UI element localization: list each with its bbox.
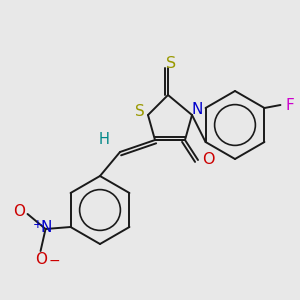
Text: N: N — [41, 220, 52, 235]
Text: O: O — [14, 205, 26, 220]
Text: S: S — [166, 56, 176, 71]
Text: N: N — [191, 103, 203, 118]
Text: +: + — [33, 218, 43, 232]
Text: −: − — [49, 254, 60, 268]
Text: O: O — [202, 152, 214, 167]
Text: S: S — [135, 104, 145, 119]
Text: O: O — [36, 253, 48, 268]
Text: H: H — [99, 133, 110, 148]
Text: F: F — [285, 98, 294, 112]
